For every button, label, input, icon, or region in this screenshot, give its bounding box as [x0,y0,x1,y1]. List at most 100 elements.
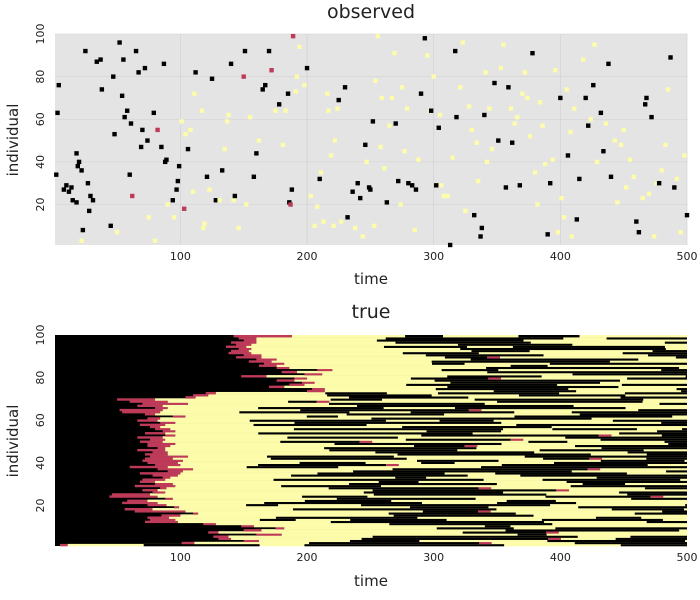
observation-point [171,215,177,220]
observation-point [159,144,164,150]
susceptible-span [539,448,644,452]
observation-point [548,180,553,186]
susceptible-span [501,463,648,467]
infectious-span [276,364,687,367]
observation-point [624,185,629,190]
observation-point [515,114,520,120]
observation-point [242,48,248,54]
exposed-span [172,415,186,418]
infectious-span [175,484,687,488]
infectious-span [157,495,687,498]
exposed-span [142,402,188,405]
susceptible-span [239,410,350,414]
susceptible-span [555,527,687,530]
observation-point [559,195,564,201]
susceptible-span [572,372,687,376]
susceptible-span [518,335,580,338]
observation-point [453,48,458,54]
observation-point [466,104,472,109]
observation-point [370,119,376,124]
observation-point [127,172,132,177]
susceptible-span [528,440,568,443]
susceptible-span [661,434,687,437]
y-tick-label: 20 [34,198,47,212]
observation-point [364,159,369,165]
x-tick-label: 100 [170,551,191,564]
susceptible-span [437,391,560,395]
observation-point [358,195,363,201]
observation-point [192,91,197,96]
observation-point [61,187,67,192]
observation-point [392,50,397,56]
exposed-span [155,482,173,486]
y-tick-label: 80 [34,70,47,84]
exposed-span [218,537,232,540]
infectious-span [281,533,687,536]
observation-point [603,121,609,126]
exposed-span [276,366,290,370]
observation-point [598,110,604,116]
observation-point [651,234,657,239]
observation-point [112,131,117,137]
observation-point [151,110,156,116]
susceptible-span [571,410,687,414]
observation-point [76,159,82,165]
susceptible-span [520,474,687,477]
susceptible-span [497,400,643,403]
observation-point [378,144,383,150]
exposed-span [152,491,166,494]
infectious-span [332,368,687,372]
observation-point [540,123,545,128]
observation-point [450,155,455,160]
x-tick-label: 500 [677,551,698,564]
exposed-span [122,501,158,505]
observation-point [422,36,428,41]
observation-point [345,215,350,220]
exposed-span [478,486,492,490]
susceptible-span [661,368,687,372]
susceptible-span [606,337,687,340]
exposed-span [243,529,262,532]
exposed-span [155,406,168,410]
observed-points [54,33,690,248]
exposed-span [122,410,161,414]
exposed-span [155,427,171,431]
susceptible-span [487,370,687,374]
exposed-span [165,434,176,437]
observed-gridlines [55,33,688,245]
susceptible-span [620,396,687,399]
infectious-span [208,394,688,397]
exposed-span [312,387,325,391]
infectious-span [284,362,687,365]
observation-point [612,138,618,143]
susceptible-span [662,510,687,513]
observation-point [331,223,336,229]
susceptible-span [644,486,687,490]
observation-point [318,170,324,175]
susceptible-span [497,501,577,505]
observation-point [535,202,540,207]
observation-point [393,121,398,126]
exposed-span [144,453,168,456]
infectious-span [168,516,687,519]
infectious-span [157,501,687,505]
susceptible-span [405,335,443,338]
observation-point [304,65,310,71]
infectious-span [167,465,687,469]
susceptible-span [417,459,499,462]
observation-point [413,187,419,192]
true-title: true [352,301,391,323]
susceptible-span [620,543,687,547]
observation-point [484,159,490,165]
susceptible-span [578,505,687,509]
infectious-span [258,539,687,543]
susceptible-span [372,535,578,538]
susceptible-span [421,461,455,465]
exposed-span [546,531,559,534]
observation-point [510,140,515,145]
observation-point [290,33,296,39]
susceptible-span [462,531,547,534]
observation-point [402,149,407,154]
susceptible-span [600,459,685,462]
susceptible-span [627,451,687,454]
